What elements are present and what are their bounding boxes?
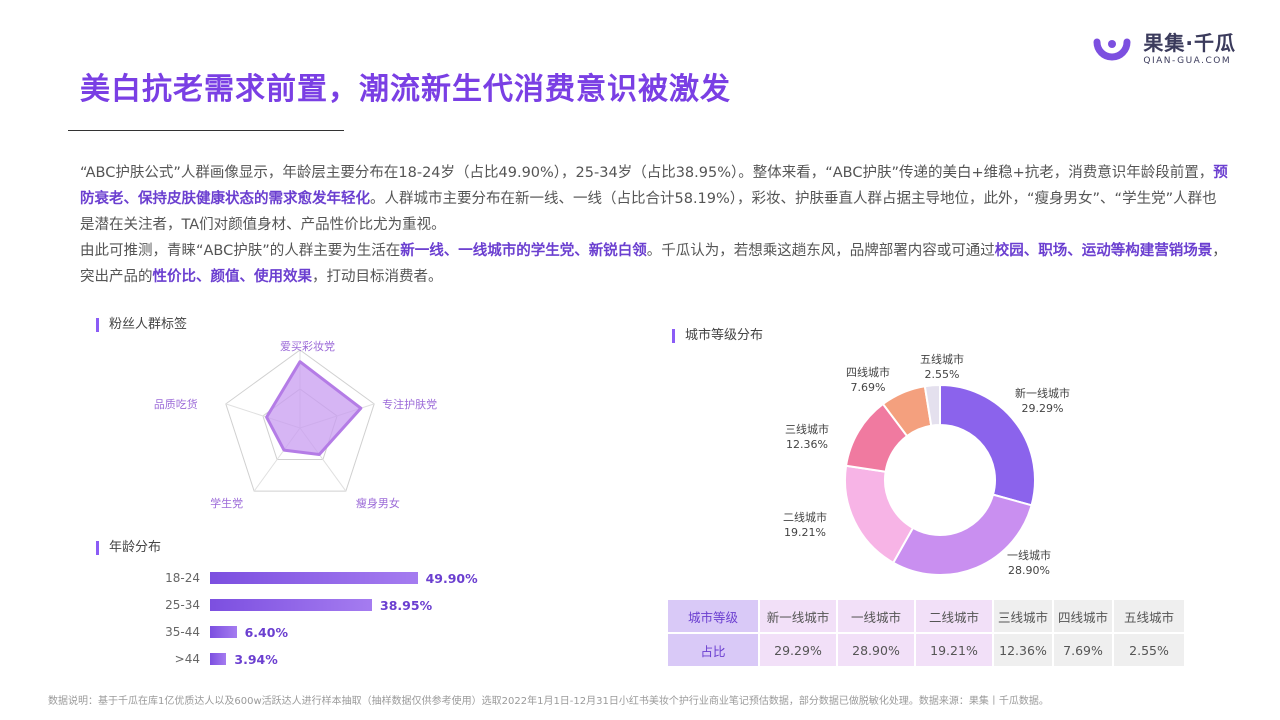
radar-grid-ring: [225, 349, 375, 492]
donut-slice-label: 五线城市 2.55%: [920, 352, 964, 382]
donut-slice-label: 新一线城市 29.29%: [1015, 386, 1070, 416]
age-value-label: 49.90%: [425, 570, 478, 586]
logo-domain: QIAN-GUA.COM: [1143, 55, 1232, 66]
table-cell: 19.21%: [916, 634, 992, 666]
donut-slice-label: 二线城市 19.21%: [783, 510, 827, 540]
donut-value: 29.29%: [1021, 402, 1064, 415]
donut-slice-label: 三线城市 12.36%: [785, 422, 829, 452]
table-col-header: 四线城市: [1054, 600, 1112, 632]
intro-paragraph-2: 由此可推测，青睐“ABC护肤”的人群主要为生活在新一线、一线城市的学生党、新锐白…: [80, 238, 1230, 290]
age-bar: [210, 653, 227, 665]
age-bar-row: 35-44 6.40%: [100, 622, 288, 642]
age-value-label: 3.94%: [234, 651, 278, 667]
table-header-label: 城市等级: [668, 600, 758, 632]
section-label-city: 城市等级分布: [672, 329, 763, 343]
intro-text-segment: “ABC护肤公式”人群画像显示，年龄层主要分布在18-24岁（占比49.90%）…: [80, 165, 1214, 181]
radar-data-area: [265, 360, 363, 457]
section-label-fans: 粉丝人群标签: [96, 318, 187, 332]
table-header-row: 城市等级 新一线城市 一线城市 二线城市 三线城市 四线城市 五线城市: [668, 600, 1184, 632]
intro-paragraph-1: “ABC护肤公式”人群画像显示，年龄层主要分布在18-24岁（占比49.90%）…: [80, 160, 1230, 238]
table-row: 占比 29.29% 28.90% 19.21% 12.36% 7.69% 2.5…: [668, 634, 1184, 666]
age-bar: [210, 572, 418, 584]
donut-category: 三线城市: [785, 423, 829, 436]
table-col-header: 新一线城市: [760, 600, 836, 632]
intro-text-segment: ，突出产品的: [80, 243, 1227, 285]
age-category-label: 18-24: [165, 571, 200, 585]
age-value-label: 6.40%: [244, 624, 288, 640]
intro-highlight: 预防衰老、保持皮肤健康状态的需求愈发年轻化: [80, 165, 1228, 207]
table-cell: 28.90%: [838, 634, 914, 666]
intro-text-segment: 由此可推测，青睐“ABC护肤”的人群主要为生活在: [80, 243, 401, 259]
age-value-label: 38.95%: [380, 597, 433, 613]
footnote: 数据说明：基于千瓜在库1亿优质达人以及600w活跃达人进行样本抽取（抽样数据仅供…: [48, 696, 1049, 707]
donut-slice-label: 四线城市 7.69%: [846, 365, 890, 395]
radar-chart-svg: [225, 349, 375, 492]
logo-mark-icon: [1093, 38, 1131, 61]
logo-name: 果集·千瓜: [1143, 30, 1236, 55]
age-bar: [210, 626, 237, 638]
donut-value: 19.21%: [784, 526, 826, 539]
radar-axis-label: 爱买彩妆党: [280, 340, 335, 353]
age-bar-row: 18-24 49.90%: [100, 568, 478, 588]
table-cell: 29.29%: [760, 634, 836, 666]
donut-category: 一线城市: [1007, 549, 1051, 562]
donut-value: 7.69%: [850, 381, 886, 394]
table-col-header: 三线城市: [994, 600, 1052, 632]
age-category-label: >44: [174, 652, 200, 666]
age-category-label: 25-34: [165, 598, 200, 612]
city-donut-chart: 新一线城市 29.29% 一线城市 28.90% 二线城市 19.21% 三线城市 12.36…: [760, 340, 1120, 590]
radar-axis-label: 品质吃货: [153, 397, 198, 411]
radar-chart: 爱买彩妆党专注护肤党瘦身男女 学生党 品质吃货: [150, 330, 470, 510]
table-cell: 2.55%: [1114, 634, 1184, 666]
donut-category: 新一线城市: [1015, 387, 1070, 400]
donut-category: 五线城市: [920, 353, 964, 366]
table-cell: 12.36%: [994, 634, 1052, 666]
donut-slice-label: 一线城市 28.90%: [1007, 548, 1051, 578]
donut-chart-svg: [844, 383, 1036, 576]
table-row-label: 占比: [668, 634, 758, 666]
table-col-header: 一线城市: [838, 600, 914, 632]
radar-axis-label: 专注护肤党: [382, 397, 438, 411]
age-bar: [210, 599, 373, 611]
intro-text-segment: 。人群城市主要分布在新一线、一线（占比合计58.19%），彩妆、护肤垂直人群占据…: [80, 191, 1217, 233]
brand-logo: 果集·千瓜 QIAN-GUA.COM: [1091, 28, 1236, 70]
donut-value: 12.36%: [786, 438, 828, 451]
age-bar-row: 25-34 38.95%: [100, 595, 432, 615]
radar-axis-label: 学生党: [210, 497, 244, 511]
table-col-header: 二线城市: [916, 600, 992, 632]
intro-highlight: 性价比、颜值、使用效果: [152, 269, 313, 285]
donut-category: 四线城市: [846, 366, 890, 379]
intro-highlight: 新一线、一线城市的学生党、新锐白领: [400, 243, 647, 259]
age-bar-row: >44 3.94%: [100, 649, 278, 669]
intro-text: “ABC护肤公式”人群画像显示，年龄层主要分布在18-24岁（占比49.90%）…: [80, 160, 1230, 290]
intro-highlight: 校园、职场、运动等构建营销场景: [994, 243, 1213, 259]
donut-category: 二线城市: [783, 511, 827, 524]
age-bar-chart: 18-24 49.90% 25-34 38.95% 35-44 6.40% >44 3.94%: [100, 568, 520, 678]
table-cell: 7.69%: [1054, 634, 1112, 666]
city-table: 城市等级 新一线城市 一线城市 二线城市 三线城市 四线城市 五线城市 占比 2…: [666, 598, 1186, 668]
donut-value: 2.55%: [924, 368, 960, 381]
donut-slice: [923, 383, 941, 427]
radar-axis-label: 瘦身男女: [355, 497, 400, 511]
donut-value: 28.90%: [1008, 564, 1050, 577]
donut-slice: [939, 383, 1036, 507]
age-category-label: 35-44: [165, 625, 200, 639]
title-divider: [68, 130, 344, 131]
section-label-age: 年龄分布: [96, 541, 161, 555]
page-title: 美白抗老需求前置，潮流新生代消费意识被激发: [80, 72, 731, 107]
intro-text-segment: 。千瓜认为，若想乘这趟东风，品牌部署内容或可通过: [646, 243, 995, 259]
table-col-header: 五线城市: [1114, 600, 1184, 632]
donut-slice: [891, 493, 1033, 576]
intro-text-segment: ，打动目标消费者。: [312, 269, 443, 285]
